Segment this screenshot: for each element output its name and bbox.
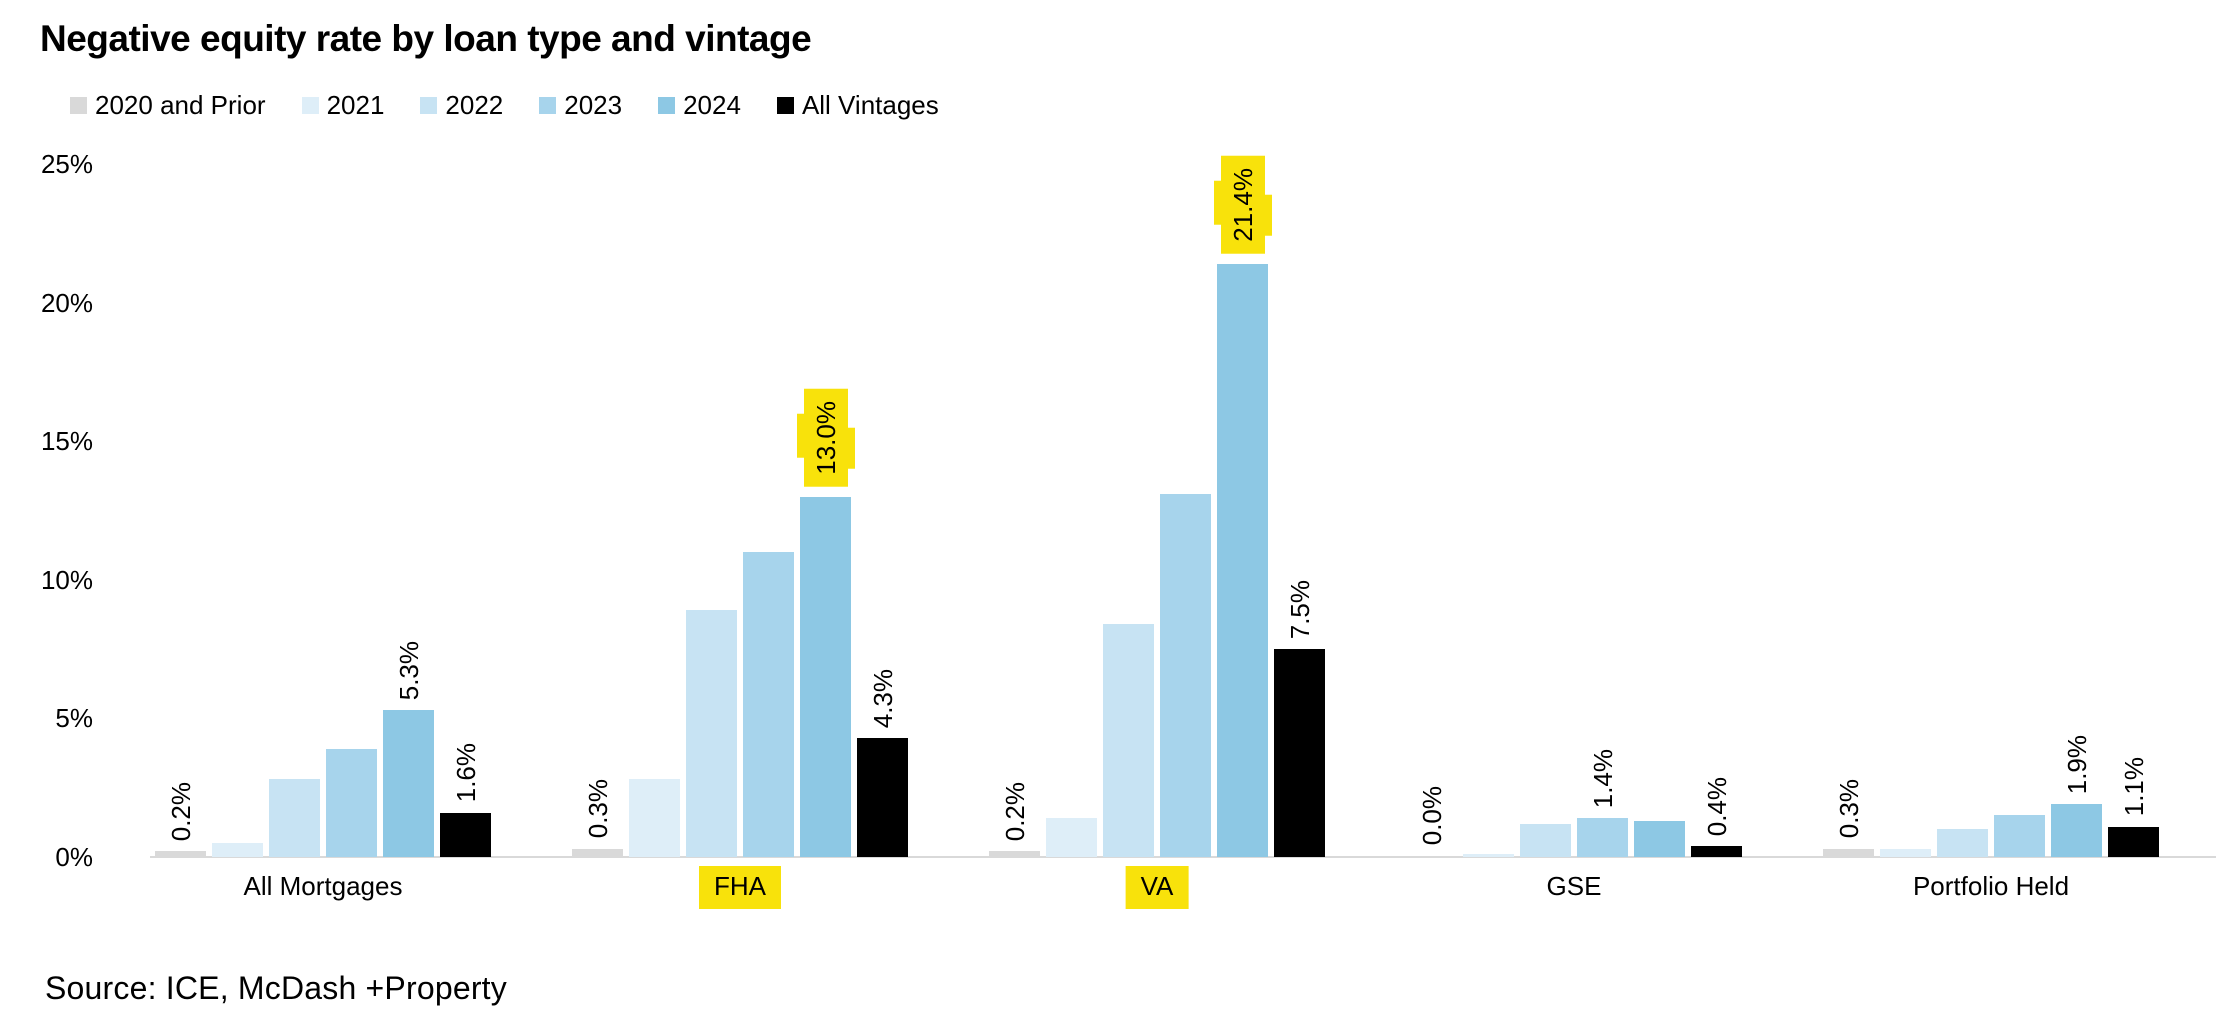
- legend-swatch: [658, 97, 676, 114]
- x-axis-category-label: Portfolio Held: [1912, 871, 2070, 901]
- x-axis-category-label: GSE: [1546, 871, 1602, 901]
- bar: [1823, 848, 1874, 857]
- bar: [2108, 826, 2159, 857]
- bar: [1046, 818, 1097, 857]
- bar: [440, 812, 491, 857]
- bar: [800, 496, 851, 857]
- x-axis-line: [150, 856, 2216, 858]
- bar: [326, 748, 377, 857]
- bar-value-label: 1.9%: [2061, 735, 2092, 795]
- bar-value-label: 0.2%: [999, 782, 1030, 842]
- legend-item: All Vintages: [776, 90, 939, 121]
- legend-label: 2023: [564, 90, 623, 120]
- bar-value-label: 13.0%: [803, 388, 848, 487]
- bar: [629, 779, 680, 857]
- bar-value-label: 1.1%: [2118, 757, 2149, 817]
- legend: 2020 and Prior 2021 2022 2023 2024 All Vintag…: [70, 90, 939, 121]
- bar: [989, 851, 1040, 857]
- bar: [1103, 624, 1154, 857]
- y-axis-tick-label: 15%: [40, 426, 93, 457]
- bar: [743, 552, 794, 857]
- legend-swatch: [776, 97, 794, 114]
- bar: [1406, 855, 1457, 857]
- legend-item: 2022: [420, 90, 503, 121]
- legend-item: 2023: [539, 90, 622, 121]
- legend-swatch: [70, 97, 87, 114]
- y-axis-tick-label: 5%: [55, 703, 93, 734]
- bar-value-label: 1.4%: [1587, 748, 1618, 809]
- bar-value-label: 7.5%: [1284, 579, 1315, 640]
- bar-value-label: 21.4%: [1220, 156, 1265, 254]
- legend-label: 2020 and Prior: [95, 90, 266, 120]
- legend-item: 2020 and Prior: [70, 90, 266, 121]
- bar-value-label: 0.2%: [165, 782, 196, 842]
- bar: [1577, 818, 1628, 857]
- chart-title: Negative equity rate by loan type and vi…: [40, 18, 812, 59]
- bar: [1994, 815, 2045, 857]
- bar: [155, 851, 206, 857]
- bar: [269, 779, 320, 857]
- bar: [686, 610, 737, 857]
- bar: [1274, 649, 1325, 857]
- y-axis-tick-label: 0%: [55, 842, 93, 872]
- legend-label: 2024: [683, 90, 741, 120]
- bar: [1937, 829, 1988, 857]
- bar-value-label: 0.3%: [1833, 779, 1864, 839]
- bar: [212, 843, 263, 857]
- bar: [1160, 493, 1211, 857]
- y-axis-tick-label: 10%: [40, 564, 93, 595]
- bar-value-label: 0.4%: [1701, 776, 1732, 836]
- bar: [857, 737, 908, 857]
- bar: [572, 848, 623, 857]
- legend-swatch: [539, 97, 557, 114]
- legend-label: 2022: [445, 90, 504, 120]
- bar-value-label: 5.3%: [393, 640, 424, 701]
- legend-label: 2021: [326, 90, 385, 120]
- x-axis-category-label: FHA: [699, 866, 781, 909]
- bar-value-label: 4.3%: [867, 668, 898, 728]
- bar: [1217, 263, 1268, 857]
- bar: [1880, 848, 1931, 857]
- legend-swatch: [420, 97, 438, 114]
- bar-value-label: 0.0%: [1416, 786, 1447, 846]
- bar: [383, 710, 434, 857]
- y-axis-tick-label: 25%: [40, 149, 93, 179]
- x-axis-category-label: All Mortgages: [243, 871, 403, 901]
- legend-item: 2024: [658, 90, 741, 121]
- legend-item: 2021: [301, 90, 385, 121]
- legend-label: All Vintages: [801, 90, 939, 120]
- x-axis-category-label: VA: [1125, 866, 1189, 909]
- bar: [2051, 804, 2102, 857]
- bar: [1634, 820, 1685, 857]
- bar: [1691, 845, 1742, 857]
- bar-value-label: 0.3%: [582, 779, 613, 839]
- bar: [1520, 823, 1571, 857]
- y-axis-tick-label: 20%: [40, 287, 93, 318]
- legend-swatch: [301, 97, 319, 114]
- bar-value-label: 1.6%: [450, 743, 481, 803]
- source-note: Source: ICE, McDash +Property: [45, 970, 507, 1006]
- bar: [1463, 854, 1514, 857]
